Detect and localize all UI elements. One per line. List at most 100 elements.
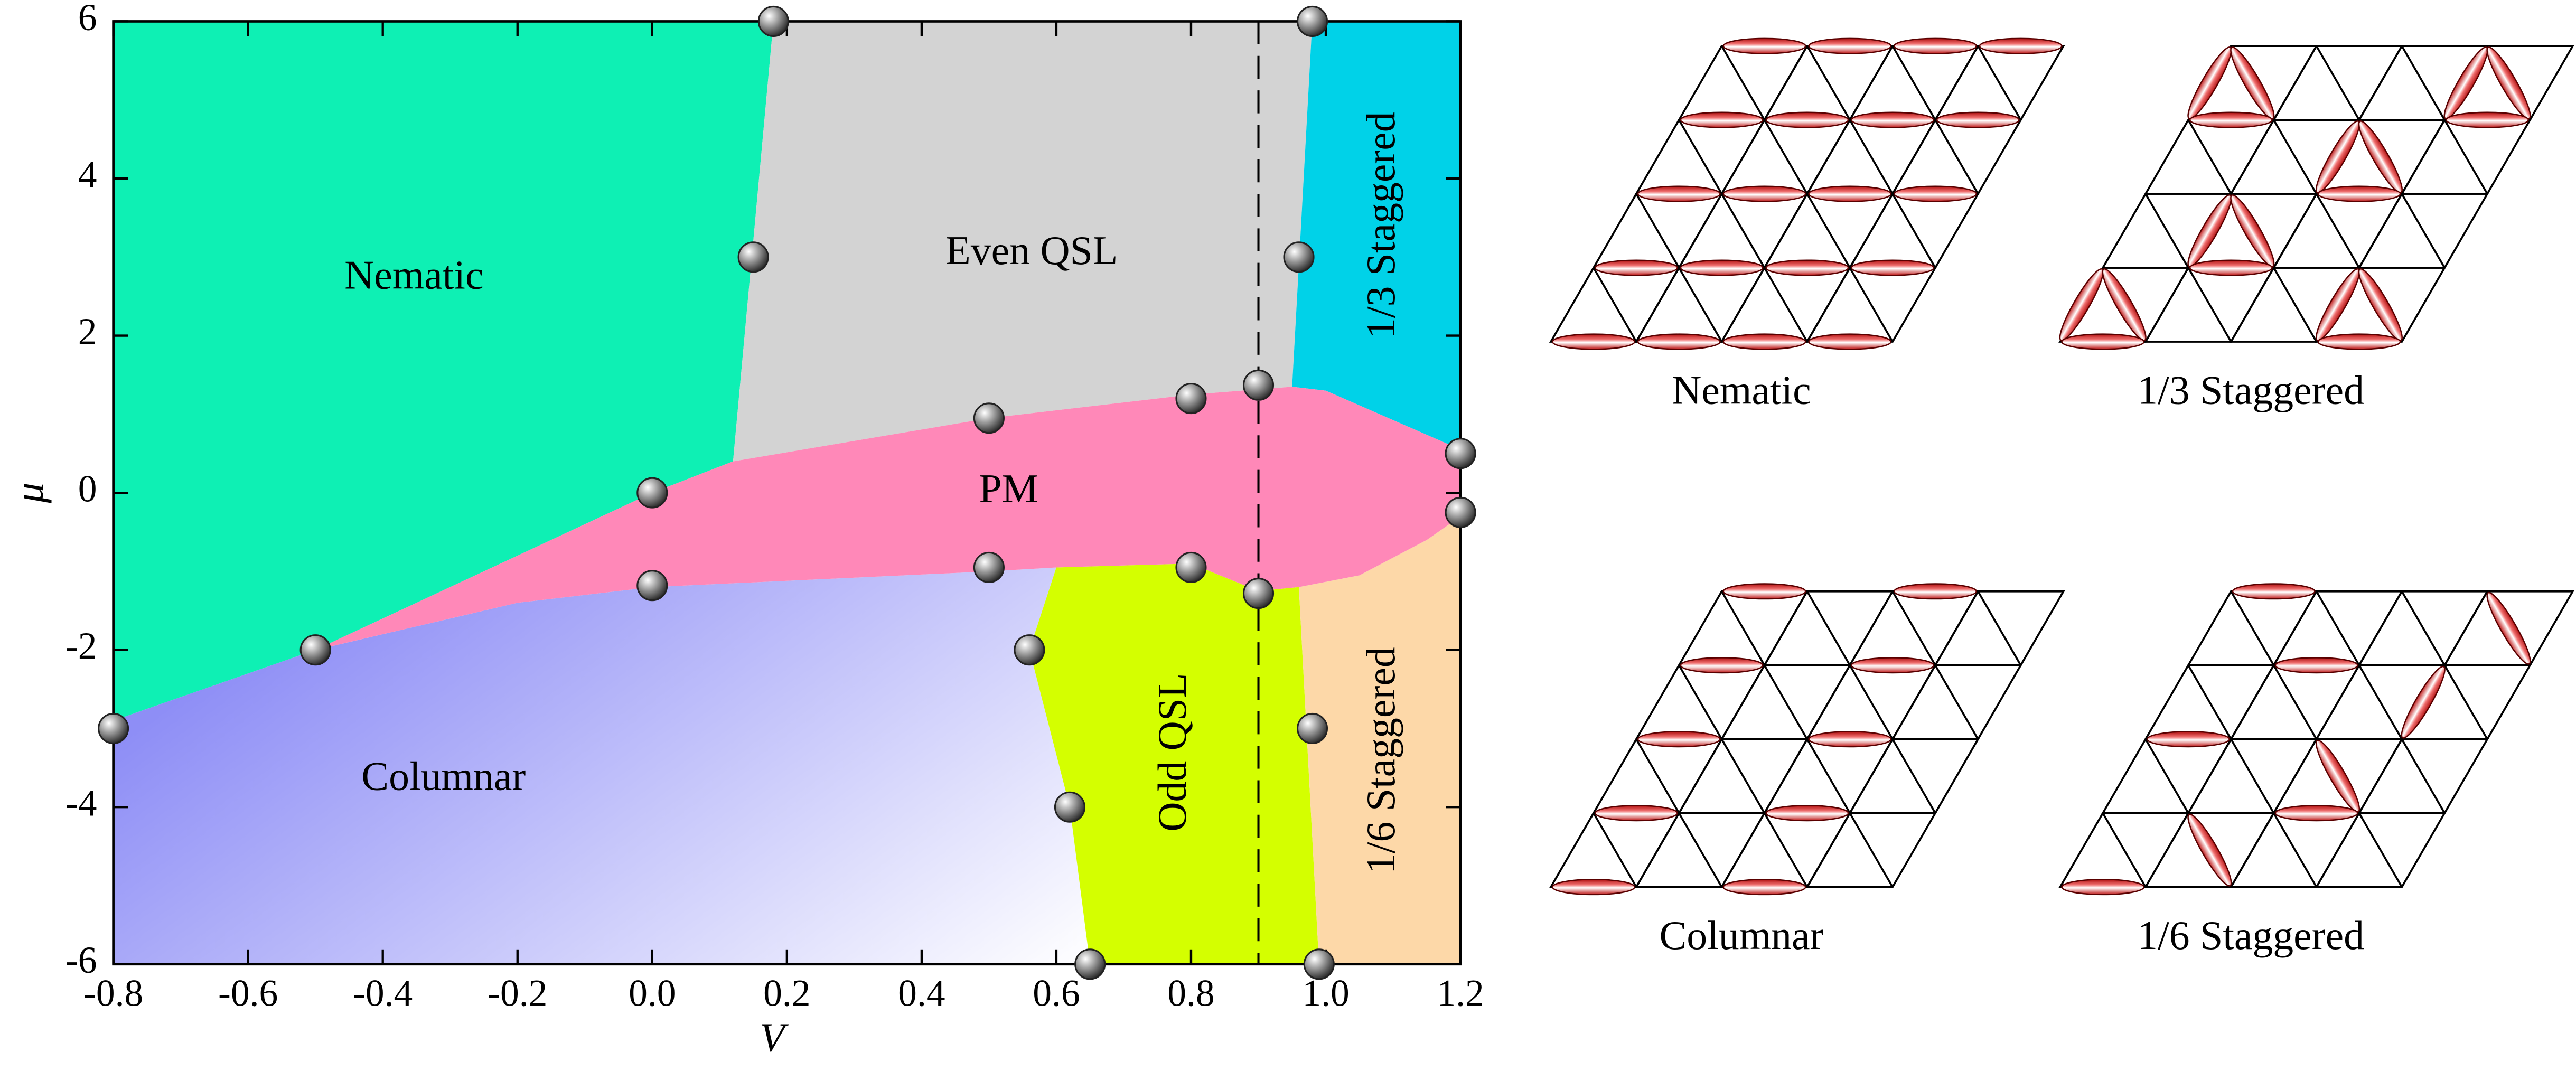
region-label: PM	[979, 466, 1038, 511]
dimer	[1936, 111, 2020, 128]
lattice-bond	[1934, 119, 1979, 194]
lattice-bond	[1721, 738, 1766, 814]
lattice-bond	[1678, 119, 1723, 194]
dimer	[2230, 194, 2275, 267]
dimer	[2317, 333, 2401, 350]
dimer	[1680, 259, 1764, 276]
dimer	[1979, 37, 2063, 54]
dimer	[2317, 185, 2401, 202]
dimer	[2061, 879, 2145, 896]
dimer	[2315, 120, 2360, 194]
lattice-bond	[1763, 267, 1808, 342]
lattice-bond	[2187, 119, 2232, 194]
dimer	[2358, 120, 2403, 194]
transition-point	[1014, 634, 1045, 666]
y-tick-label: -6	[65, 940, 97, 981]
x-tick-label: 0.0	[629, 972, 676, 1014]
dimer	[2059, 268, 2104, 341]
lattice-bond	[1721, 45, 1766, 121]
lattice-bond	[2187, 664, 2232, 740]
lattice-bond	[1806, 738, 1851, 814]
dimer	[1765, 111, 1849, 128]
dimer	[1893, 185, 1977, 202]
phase-region	[1299, 516, 1461, 964]
transition-point	[1054, 791, 1085, 823]
x-tick-label: 1.2	[1437, 972, 1484, 1014]
x-tick-label: 0.2	[763, 972, 810, 1014]
lattice-bond	[2273, 267, 2318, 342]
dimer	[2315, 268, 2360, 341]
lattice-panel: 1/3 Staggered	[2058, 45, 2575, 412]
x-axis-label: V	[760, 1015, 789, 1060]
lattice-bond	[2358, 664, 2403, 740]
lattice-bond	[2273, 664, 2318, 740]
lattice-bond	[1635, 738, 1680, 814]
lattice-bond	[1678, 267, 1723, 342]
transition-point	[299, 634, 331, 666]
dimer	[2486, 591, 2531, 665]
lattice-bond	[2315, 45, 2360, 121]
dimer	[2401, 665, 2446, 739]
x-tick-label: -0.4	[353, 972, 413, 1014]
dimer	[1851, 259, 1935, 276]
transition-point	[1242, 369, 1275, 401]
lattice-panel: 1/6 Staggered	[2058, 583, 2575, 958]
lattice-bond	[2401, 45, 2446, 121]
dimer	[1637, 731, 1721, 748]
lattice-bond	[1934, 664, 1979, 740]
lattice-bond	[1806, 45, 1851, 121]
dimer	[2274, 657, 2358, 674]
lattice-bond	[2401, 738, 2446, 814]
lattice-bond	[1635, 193, 1680, 268]
y-axis-label: μ	[6, 483, 52, 504]
transition-point	[737, 241, 769, 273]
dimer	[2232, 583, 2316, 600]
lattice-bond	[1849, 119, 1894, 194]
dimer	[1851, 111, 1935, 128]
lattice-bond	[1849, 267, 1894, 342]
dimer	[1808, 37, 1892, 54]
y-tick-label: 4	[78, 154, 97, 195]
y-tick-label: 0	[78, 468, 97, 510]
panel-caption: Columnar	[1659, 913, 1823, 958]
dimer	[2061, 333, 2145, 350]
x-tick-label: 0.4	[898, 972, 945, 1014]
y-tick-label: -4	[65, 783, 97, 824]
transition-point	[757, 5, 789, 37]
region-label: Odd QSL	[1149, 673, 1195, 831]
transition-point	[1175, 551, 1207, 584]
transition-point	[973, 551, 1005, 584]
lattice-bond	[1721, 193, 1766, 268]
lattice-bond	[2230, 590, 2275, 666]
transition-point	[1283, 241, 1315, 273]
lattice-bond	[2273, 812, 2318, 888]
dimer	[1722, 583, 1806, 600]
y-tick-label: -2	[65, 625, 97, 667]
dimer	[2189, 259, 2273, 276]
lattice-bond	[1806, 590, 1851, 666]
dimer	[1808, 333, 1892, 350]
dimer	[2486, 46, 2531, 120]
dimer	[2146, 731, 2230, 748]
lattice-bond	[2102, 812, 2147, 888]
lattice-bond	[1849, 812, 1894, 888]
transition-point	[98, 712, 129, 745]
panel-caption: 1/6 Staggered	[2137, 913, 2364, 958]
dimer	[2443, 46, 2488, 120]
lattice-bond	[2443, 664, 2488, 740]
transition-point	[1242, 578, 1275, 609]
dimer	[2189, 111, 2273, 128]
dimer	[2358, 268, 2403, 341]
region-label: 1/3 Staggered	[1358, 111, 1403, 339]
lattice-bond	[2315, 590, 2360, 666]
lattice-bond	[1891, 193, 1936, 268]
phase-region	[1029, 563, 1319, 964]
panel-caption: Nematic	[1672, 367, 1811, 412]
lattice-bond	[1977, 45, 2022, 121]
x-tick-label: -0.8	[83, 972, 143, 1014]
dimer	[1594, 259, 1678, 276]
x-tick-label: -0.6	[218, 972, 278, 1014]
region-label: 1/6 Staggered	[1358, 647, 1403, 874]
lattice-bond	[1806, 193, 1851, 268]
